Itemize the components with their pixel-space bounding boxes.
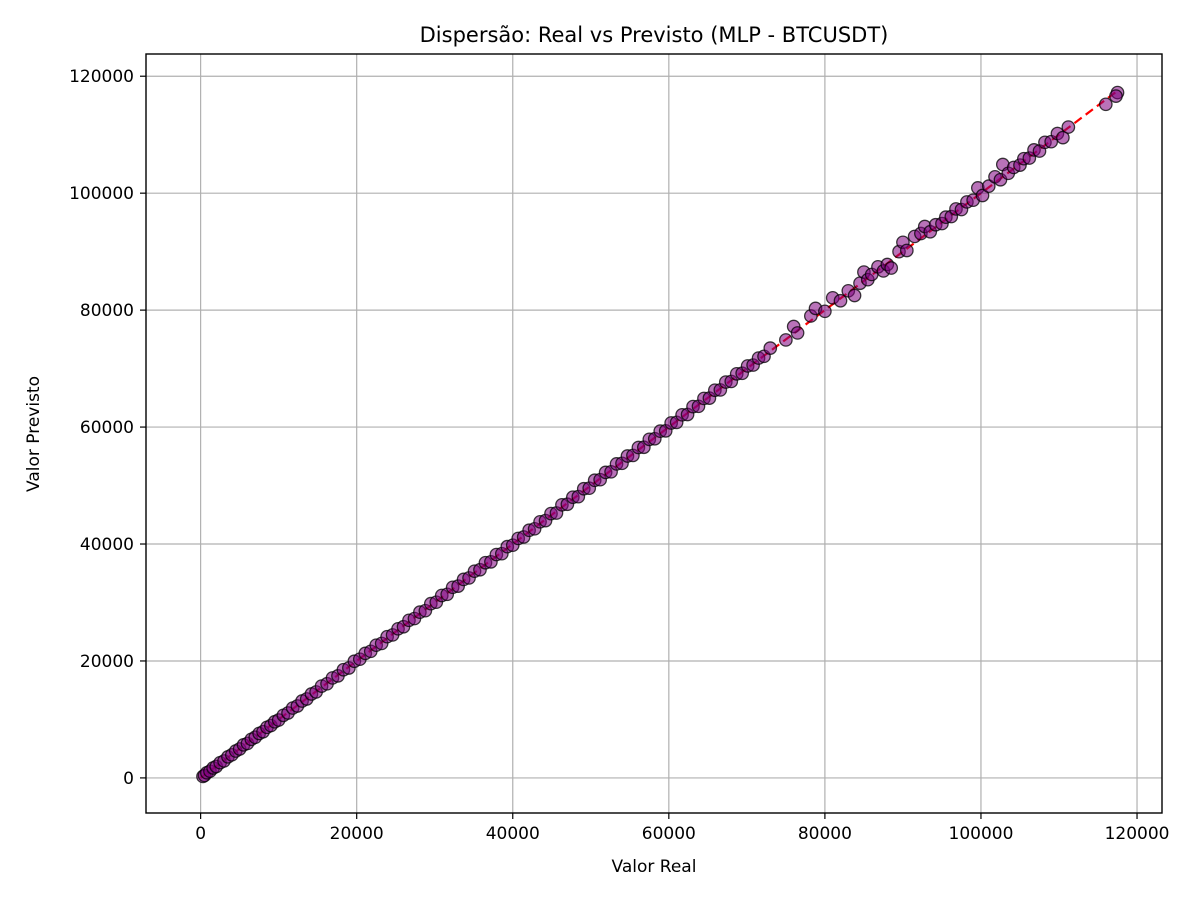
x-tick-label: 40000: [486, 824, 540, 844]
x-tick-label: 80000: [798, 824, 852, 844]
data-point: [975, 188, 990, 203]
x-axis-label: Valor Real: [612, 857, 697, 877]
y-tick-label: 100000: [69, 184, 134, 204]
data-point: [1098, 97, 1113, 112]
x-tick-label: 120000: [1105, 824, 1170, 844]
data-point: [884, 261, 899, 275]
y-tick-label: 0: [123, 769, 134, 789]
x-axis-ticks: 0 20000 40000 60000 80000 100000 120000: [195, 813, 1169, 844]
data-points: [196, 85, 1125, 784]
data-point: [899, 243, 914, 258]
x-tick-label: 20000: [330, 824, 384, 844]
data-point: [981, 179, 996, 194]
data-point: [1109, 89, 1123, 103]
y-tick-label: 60000: [80, 418, 134, 438]
data-point: [1061, 120, 1076, 134]
chart-title: Dispersão: Real vs Previsto (MLP - BTCUS…: [420, 23, 889, 47]
data-point: [790, 326, 805, 340]
y-tick-label: 40000: [80, 535, 134, 555]
x-tick-label: 0: [195, 824, 206, 844]
plot-frame: [145, 53, 1163, 814]
x-tick-label: 60000: [642, 824, 696, 844]
data-point: [833, 293, 848, 308]
y-tick-label: 20000: [80, 652, 134, 672]
grid-lines: [146, 54, 1162, 813]
data-point: [1056, 130, 1070, 145]
data-point: [818, 304, 832, 319]
y-axis-ticks: 0 20000 40000 60000 80000 100000 120000: [69, 67, 146, 789]
y-axis-label: Valor Previsto: [24, 376, 44, 492]
x-tick-label: 100000: [949, 824, 1014, 844]
y-tick-label: 80000: [80, 301, 134, 321]
data-point: [779, 333, 793, 347]
y-tick-label: 120000: [69, 67, 134, 87]
data-point: [763, 341, 778, 355]
data-point: [847, 288, 862, 303]
